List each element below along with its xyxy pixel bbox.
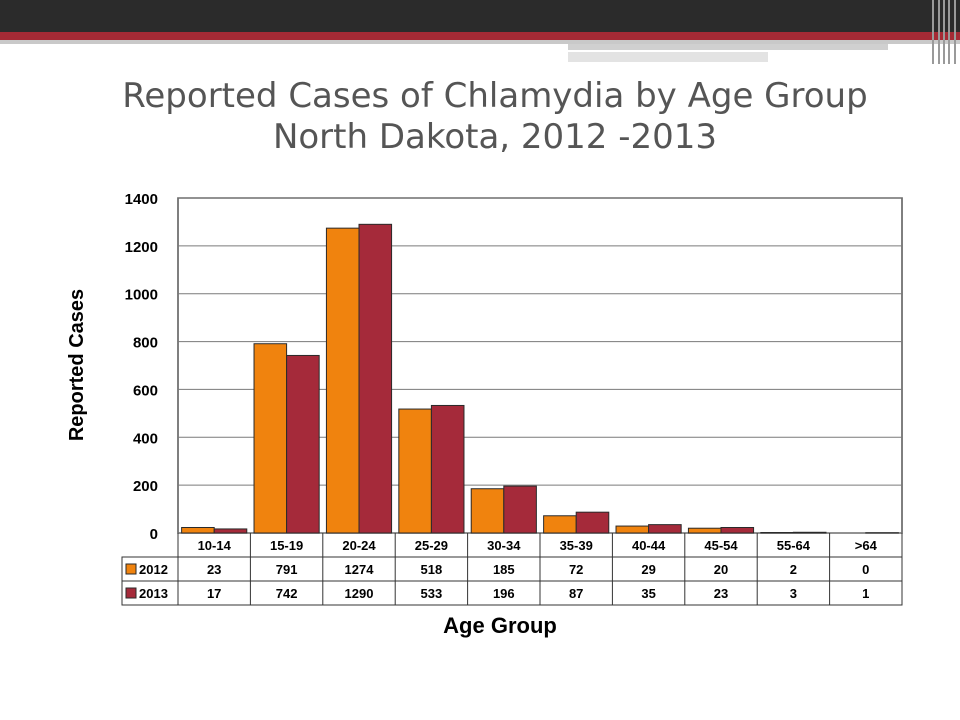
bar-2013-30-34 (503, 485, 537, 534)
bar-2012-40-44 (615, 525, 650, 534)
x-category-label: >64 (855, 538, 878, 553)
bar-2012-20-24 (325, 227, 360, 534)
bar-2013-15-19 (286, 354, 320, 534)
table-cell-value: 533 (421, 586, 443, 601)
table-cell-value: 20 (714, 562, 728, 577)
table-cell-value: 196 (493, 586, 515, 601)
legend-swatch-2012 (125, 563, 137, 575)
x-category-label: 45-54 (704, 538, 738, 553)
table-cell-value: 29 (641, 562, 655, 577)
y-axis-title: Reported Cases (66, 289, 88, 441)
table-cell-value: 1 (862, 586, 869, 601)
bar-2012-30-34 (470, 488, 505, 534)
bar-2013-10-14 (213, 528, 248, 534)
y-tick-label: 400 (133, 430, 158, 447)
table-cell-value: 791 (276, 562, 298, 577)
table-cell-value: 23 (714, 586, 728, 601)
table-cell-value: 0 (862, 562, 869, 577)
chart-bars (181, 223, 899, 534)
x-axis-title: Age Group (443, 613, 557, 638)
table-cell-value: 17 (207, 586, 221, 601)
slide-title: Reported Cases of Chlamydia by Age Group… (0, 76, 960, 158)
x-category-label: 25-29 (415, 538, 448, 553)
slide-accent-stripe (0, 32, 960, 40)
y-axis-ticks: 0 200 400 600 800 1000 1200 1400 (125, 191, 158, 543)
bar-2013-25-29 (430, 404, 465, 534)
table-cell-value: 185 (493, 562, 515, 577)
slide-accent-line (568, 52, 768, 62)
table-cell-value: 35 (641, 586, 655, 601)
y-tick-label: 1000 (125, 287, 158, 304)
slide-header-bar (0, 0, 960, 32)
bar-2012-25-29 (398, 408, 432, 534)
slide-accent-line (568, 44, 888, 50)
y-tick-label: 1200 (125, 239, 158, 256)
y-tick-label: 800 (133, 335, 158, 352)
x-category-label: 35-39 (560, 538, 593, 553)
legend-label-2013: 2013 (139, 586, 168, 601)
table-cell-value: 1274 (345, 562, 375, 577)
table-cell-value: 518 (421, 562, 443, 577)
bar-2013-45-54 (720, 526, 755, 534)
x-category-label: 20-24 (342, 538, 376, 553)
bar-2013-20-24 (358, 223, 393, 534)
chart-data-table: 10-14 15-19 20-24 25-29 30-34 35-39 40-44 45-54… (121, 533, 903, 606)
y-tick-label: 600 (133, 382, 158, 399)
bar-2012-35-39 (543, 515, 577, 534)
y-tick-label: 0 (150, 526, 158, 543)
legend-label-2012: 2012 (139, 562, 168, 577)
legend-swatch-2013 (125, 587, 137, 599)
y-tick-label: 200 (133, 478, 158, 495)
x-category-label: 10-14 (198, 538, 232, 553)
bar-2012-10-14 (181, 526, 215, 534)
y-tick-label: 1400 (125, 191, 158, 208)
table-cell-value: 23 (207, 562, 221, 577)
bar-2013-35-39 (575, 511, 610, 534)
table-cell-value: 87 (569, 586, 583, 601)
bar-2012-15-19 (253, 343, 288, 534)
x-category-label: 30-34 (487, 538, 521, 553)
x-category-label: 15-19 (270, 538, 303, 553)
bar-2013-55-64 (792, 531, 827, 534)
slide-title-line1: Reported Cases of Chlamydia by Age Group (122, 76, 868, 116)
slide-decoration (930, 0, 960, 64)
table-cell-value: 742 (276, 586, 298, 601)
x-category-label: 55-64 (777, 538, 811, 553)
table-cell-value: 3 (790, 586, 797, 601)
slide-title-line2: North Dakota, 2012 -2013 (272, 117, 718, 157)
table-cell-value: 1290 (345, 586, 374, 601)
x-category-label: 40-44 (632, 538, 666, 553)
table-cell-value: 72 (569, 562, 583, 577)
bar-2013-40-44 (648, 524, 682, 534)
bar-2012-45-54 (687, 527, 722, 534)
table-cell-value: 2 (790, 562, 797, 577)
slide-accent-line (0, 40, 960, 44)
